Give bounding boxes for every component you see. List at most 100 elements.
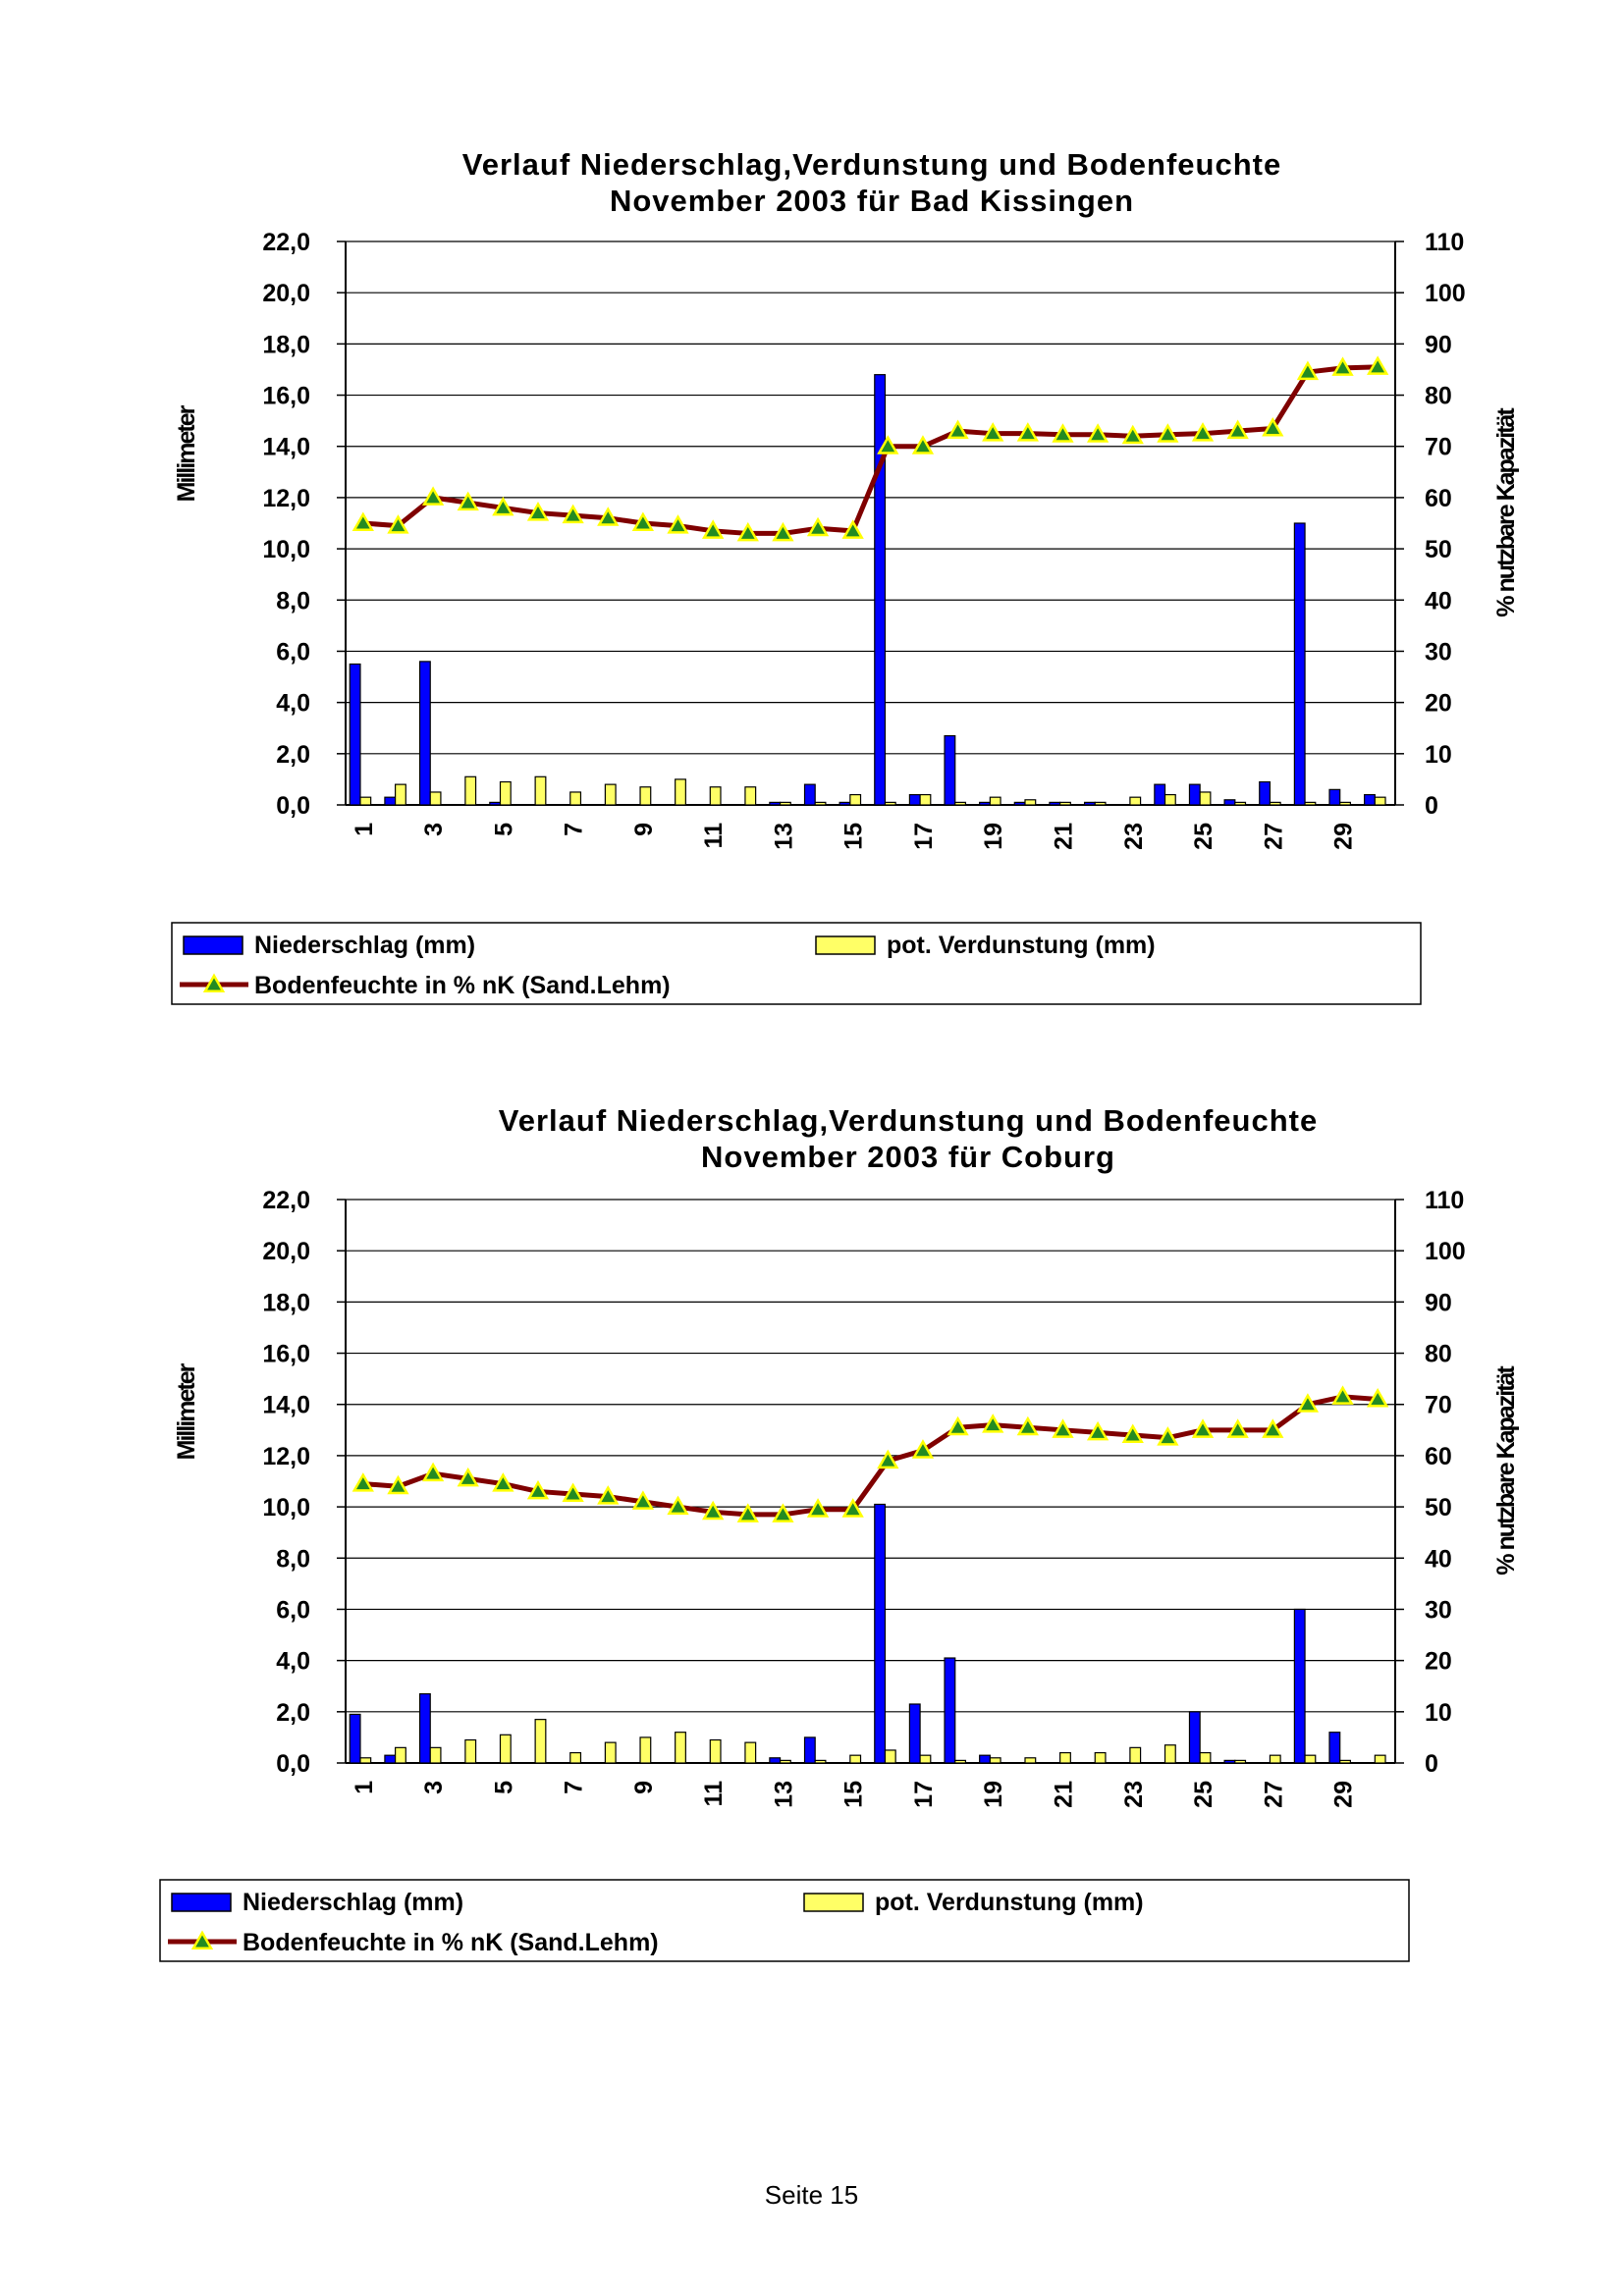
bar-verdunstung: [1339, 1759, 1351, 1764]
bar-verdunstung: [604, 1741, 617, 1764]
marker-bodenfeuchte: [562, 1482, 584, 1503]
marker-bodenfeuchte: [667, 514, 689, 534]
x-tick-label: 7: [561, 823, 588, 836]
x-tick-label: 9: [630, 1781, 658, 1794]
bar-verdunstung: [534, 1719, 547, 1764]
marker-bodenfeuchte: [1331, 1385, 1354, 1405]
marker-bodenfeuchte: [701, 1500, 725, 1521]
marker-bodenfeuchte: [421, 1462, 445, 1482]
x-tick-label: 23: [1120, 1781, 1148, 1808]
bar-verdunstung: [779, 801, 791, 806]
bar-niederschlag: [979, 1754, 991, 1764]
bar-niederschlag: [1154, 783, 1166, 806]
x-tick-label: 23: [1120, 823, 1148, 850]
legend-label-bodenfeuchte: Bodenfeuchte in % nK (Sand.Lehm): [254, 972, 671, 999]
bar-verdunstung: [1269, 801, 1281, 806]
y-tick-label: 12,0: [262, 1443, 310, 1470]
y2-tick-label: 80: [1425, 1341, 1452, 1368]
legend-label-niederschlag: Niederschlag (mm): [254, 932, 475, 959]
bar-verdunstung: [1024, 799, 1037, 806]
bar-verdunstung: [429, 1746, 442, 1764]
bar-verdunstung: [1374, 1754, 1386, 1764]
bar-verdunstung: [849, 793, 862, 806]
y-tick-label: 0,0: [276, 792, 310, 820]
marker-bodenfeuchte: [841, 1498, 864, 1518]
y2-tick-label: 10: [1425, 1699, 1452, 1727]
y-tick-label: 10,0: [262, 536, 310, 563]
y2-tick-label: 50: [1425, 1494, 1452, 1522]
marker-bodenfeuchte: [492, 1472, 514, 1492]
marker-bodenfeuchte: [1226, 1418, 1249, 1438]
y-tick-label: 4,0: [276, 690, 310, 718]
bar-verdunstung: [744, 1741, 757, 1764]
bar-niederschlag: [874, 374, 887, 806]
bar-verdunstung: [1304, 801, 1317, 806]
bar-niederschlag: [1364, 793, 1376, 806]
line-bodenfeuchte: [362, 364, 1379, 536]
y2-tick-label: 50: [1425, 536, 1452, 563]
legend-label-verdunstung: pot. Verdunstung (mm): [887, 932, 1156, 959]
bar-verdunstung: [849, 1754, 862, 1764]
chart-2: Verlauf Niederschlag,Verdunstung und Bod…: [159, 1103, 1520, 1962]
bar-verdunstung: [604, 783, 617, 806]
bar-verdunstung: [464, 775, 477, 806]
bar-verdunstung: [989, 1757, 1001, 1764]
marker-bodenfeuchte: [947, 419, 969, 440]
bar-niederschlag: [1293, 522, 1306, 806]
bar-niederschlag: [1083, 801, 1096, 806]
bar-verdunstung: [709, 1738, 722, 1764]
legend-box: [171, 922, 1422, 1005]
bar-niederschlag: [1293, 1608, 1306, 1764]
y-tick-label: 12,0: [262, 485, 310, 512]
y-tick-label: 14,0: [262, 1392, 310, 1419]
y-axis-title: Millimeter: [173, 1362, 200, 1460]
chart-title-line: November 2003 für Bad Kissingen: [610, 184, 1134, 218]
bar-niederschlag: [1223, 799, 1236, 806]
marker-bodenfeuchte: [352, 1472, 374, 1492]
bar-niederschlag: [803, 1736, 816, 1764]
bar-verdunstung: [675, 1732, 686, 1764]
y2-tick-label: 110: [1425, 229, 1464, 256]
marker-bodenfeuchte: [1016, 1415, 1040, 1436]
bar-niederschlag: [908, 1703, 921, 1764]
y2-tick-label: 20: [1425, 1648, 1452, 1676]
bar-niederschlag: [489, 801, 502, 806]
marker-bodenfeuchte: [597, 1485, 620, 1505]
bar-verdunstung: [779, 1759, 791, 1764]
y2-tick-label: 10: [1425, 741, 1452, 769]
marker-bodenfeuchte: [982, 422, 1004, 442]
marker-bodenfeuchte: [1052, 1418, 1074, 1438]
y2-tick-label: 100: [1425, 1238, 1466, 1265]
marker-bodenfeuchte: [387, 1474, 409, 1495]
marker-bodenfeuchte: [562, 504, 584, 524]
chart-title-line: November 2003 für Coburg: [701, 1140, 1115, 1174]
y-tick-label: 16,0: [262, 1341, 310, 1368]
bar-niederschlag: [349, 1713, 361, 1764]
bar-verdunstung: [884, 1749, 896, 1764]
bar-verdunstung: [359, 1757, 372, 1764]
bar-verdunstung: [989, 796, 1001, 806]
y-tick-label: 20,0: [262, 280, 310, 307]
marker-bodenfeuchte: [947, 1415, 969, 1436]
bar-verdunstung: [1024, 1757, 1037, 1764]
y2-tick-label: 70: [1425, 434, 1452, 461]
marker-bodenfeuchte: [1331, 356, 1354, 376]
bar-verdunstung: [1163, 793, 1176, 806]
y-tick-label: 18,0: [262, 331, 310, 358]
bar-niederschlag: [1049, 801, 1061, 806]
bar-verdunstung: [1199, 791, 1212, 806]
marker-bodenfeuchte: [1296, 360, 1320, 381]
y-tick-label: 22,0: [262, 1187, 310, 1214]
chart-title-line: Verlauf Niederschlag,Verdunstung und Bod…: [499, 1103, 1318, 1138]
bar-niederschlag: [349, 663, 361, 806]
legend-swatch-verdunstung: [815, 935, 876, 955]
chart-1: Verlauf Niederschlag,Verdunstung und Bod…: [171, 147, 1520, 1005]
bar-verdunstung: [814, 1759, 827, 1764]
marker-bodenfeuchte: [701, 519, 725, 539]
x-tick-label: 11: [700, 823, 728, 849]
legend-label-bodenfeuchte: Bodenfeuchte in % nK (Sand.Lehm): [243, 1929, 659, 1956]
bar-verdunstung: [429, 791, 442, 806]
bar-verdunstung: [744, 786, 757, 806]
bar-verdunstung: [1339, 801, 1351, 806]
bar-verdunstung: [1374, 796, 1386, 806]
